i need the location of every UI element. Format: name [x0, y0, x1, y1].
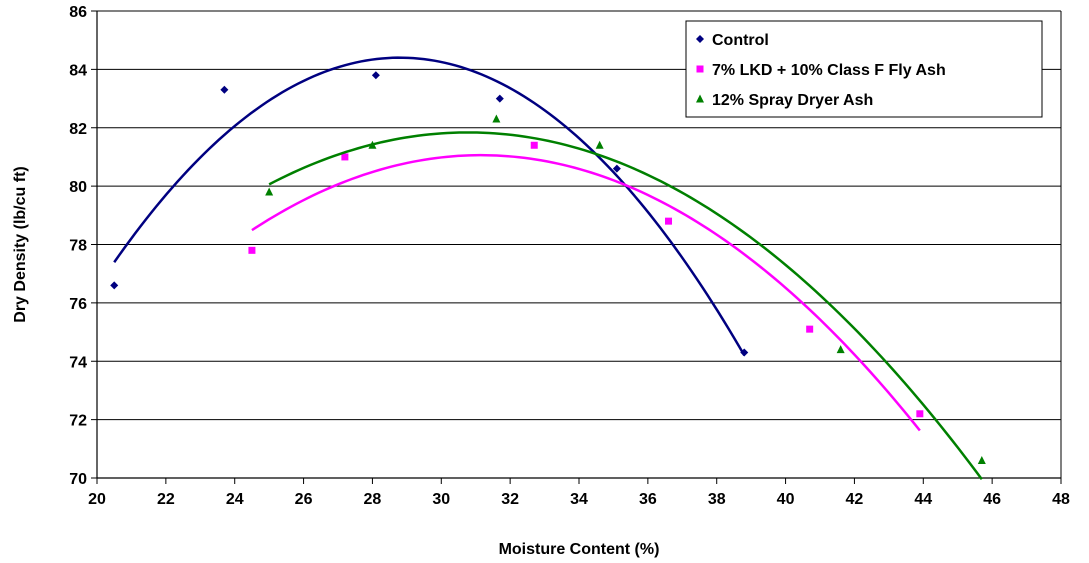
legend-label-3: 12% Spray Dryer Ash: [712, 92, 873, 109]
y-tick-label: 78: [69, 238, 87, 255]
data-point: [977, 455, 986, 464]
legend-marker-3: [696, 94, 704, 103]
data-point: [368, 140, 377, 149]
x-tick-label: 28: [364, 491, 382, 508]
data-point: [665, 217, 673, 225]
x-tick-label: 20: [88, 491, 106, 508]
tick-labels: 70 72 74 76 78 80 82 84 86 20 22 24 26 28 30 32 34 36 38 40…: [69, 4, 1070, 508]
legend-marker-1: [696, 35, 704, 43]
x-tick-label: 48: [1052, 491, 1070, 508]
series-layer: [110, 56, 986, 480]
data-point: [916, 410, 924, 418]
data-point: [612, 164, 621, 173]
x-tick-label: 42: [846, 491, 864, 508]
trendline-series-1: [113, 56, 746, 356]
legend: Control 7% LKD + 10% Class F Fly Ash 12% S…: [685, 20, 1043, 118]
data-point: [495, 94, 504, 103]
x-tick-label: 40: [777, 491, 795, 508]
data-point: [836, 345, 845, 354]
trendline-series-2: [251, 153, 921, 432]
x-tick-label: 30: [432, 491, 450, 508]
y-tick-label: 72: [69, 413, 87, 430]
x-tick-label: 22: [157, 491, 175, 508]
axes: [91, 10, 1062, 484]
series-2: [248, 141, 924, 432]
x-axis-title: Moisture Content (%): [499, 541, 660, 558]
legend-marker-2: [696, 65, 704, 73]
x-tick-label: 36: [639, 491, 657, 508]
x-tick-label: 38: [708, 491, 726, 508]
y-tick-label: 76: [69, 296, 87, 313]
series-1: [110, 56, 749, 357]
data-point: [492, 114, 501, 123]
y-tick-label: 70: [69, 471, 87, 488]
y-tick-label: 84: [69, 62, 87, 79]
x-tick-label: 24: [226, 491, 244, 508]
y-tick-label: 74: [69, 354, 87, 371]
data-point: [110, 281, 119, 290]
y-tick-label: 82: [69, 121, 87, 138]
x-tick-label: 44: [914, 491, 932, 508]
data-point: [220, 85, 229, 94]
y-tick-label: 80: [69, 179, 87, 196]
x-tick-label: 34: [570, 491, 588, 508]
y-axis-title: Dry Density (lb/cu ft): [12, 166, 29, 322]
x-tick-label: 32: [501, 491, 519, 508]
data-point: [740, 348, 749, 357]
x-tick-label: 46: [983, 491, 1001, 508]
data-point: [248, 246, 256, 254]
legend-label-1: Control: [712, 32, 769, 49]
legend-label-2: 7% LKD + 10% Class F Fly Ash: [712, 62, 946, 79]
data-point: [341, 153, 349, 161]
data-point: [595, 140, 604, 149]
legend-box: [685, 20, 1043, 118]
x-tick-label: 26: [295, 491, 313, 508]
series-3: [265, 114, 986, 480]
y-tick-label: 86: [69, 4, 87, 21]
data-point: [806, 325, 814, 333]
data-point: [265, 187, 274, 196]
data-point: [371, 71, 380, 80]
data-point: [530, 141, 538, 149]
trendline-series-3: [268, 131, 983, 480]
